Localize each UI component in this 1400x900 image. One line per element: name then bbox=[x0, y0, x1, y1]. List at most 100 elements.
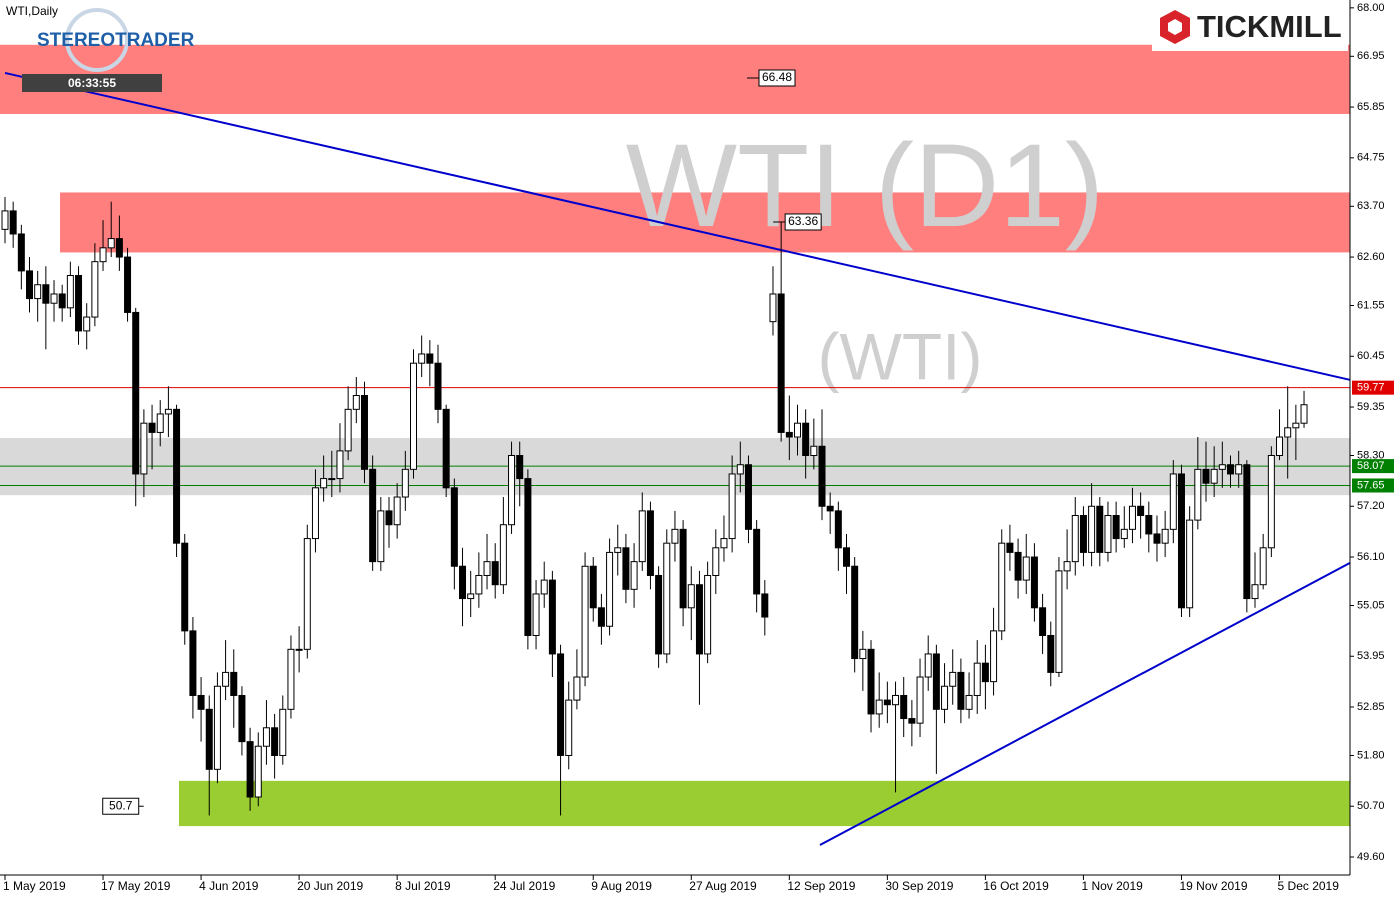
candle-body-up bbox=[344, 408, 352, 452]
candle-body-down bbox=[777, 293, 785, 433]
candle-body-up bbox=[614, 547, 622, 553]
candle-body-up bbox=[418, 353, 426, 364]
zone bbox=[0, 44, 1350, 114]
candle-body-down bbox=[115, 238, 123, 258]
y-tick-label: 58.30 bbox=[1357, 449, 1385, 461]
x-tick-label: 1 May 2019 bbox=[3, 879, 66, 893]
candle-body-up bbox=[66, 275, 74, 309]
candle-body-down bbox=[360, 395, 368, 470]
y-tick-label: 52.85 bbox=[1357, 701, 1385, 713]
candle-body-down bbox=[753, 528, 761, 595]
candle-body-up bbox=[50, 293, 58, 304]
candle-body-down bbox=[369, 468, 377, 563]
candle-body-down bbox=[785, 431, 793, 438]
candle-body-up bbox=[1088, 505, 1096, 553]
annotation-box bbox=[784, 213, 822, 231]
level-label-box bbox=[1352, 380, 1394, 395]
candle-body-down bbox=[148, 422, 156, 433]
candle-body-up bbox=[687, 584, 695, 609]
level-label-box bbox=[1352, 478, 1394, 493]
x-tick-label: 19 Nov 2019 bbox=[1179, 879, 1247, 893]
candle-body-down bbox=[981, 662, 989, 683]
y-tick-label: 56.10 bbox=[1357, 551, 1385, 563]
candle-body-up bbox=[941, 685, 949, 710]
candle-body-down bbox=[1177, 473, 1185, 609]
x-tick-label: 27 Aug 2019 bbox=[689, 879, 757, 893]
candle-body-down bbox=[1243, 464, 1251, 600]
candle-body-down bbox=[589, 565, 597, 609]
candle-body-up bbox=[499, 524, 507, 586]
zone bbox=[179, 780, 1350, 827]
candle-body-down bbox=[181, 542, 189, 632]
candle-body-up bbox=[34, 284, 42, 300]
candle-body-down bbox=[957, 671, 965, 710]
y-tick-label: 61.55 bbox=[1357, 299, 1385, 311]
candle-body-up bbox=[1284, 427, 1292, 438]
candle-body-up bbox=[1169, 473, 1177, 530]
candle-body-up bbox=[336, 450, 344, 480]
brand-tickmill: TICKMILL bbox=[1197, 9, 1342, 44]
candle-body-up bbox=[565, 699, 573, 756]
candle-body-down bbox=[1202, 468, 1210, 484]
candle-body-down bbox=[75, 275, 83, 332]
zone bbox=[60, 192, 1350, 253]
candle-body-down bbox=[189, 630, 197, 696]
candle-body-up bbox=[83, 316, 91, 332]
candle-body-down bbox=[491, 561, 499, 586]
candle-body-down bbox=[26, 270, 34, 300]
candle-body-down bbox=[622, 547, 630, 590]
annotation-label: 63.36 bbox=[788, 214, 818, 228]
candle-body-up bbox=[508, 454, 516, 526]
candle-body-down bbox=[597, 607, 605, 627]
candle-body-up bbox=[1120, 528, 1128, 540]
timer-box bbox=[22, 74, 162, 92]
candle-body-up bbox=[1063, 561, 1071, 572]
level-label: 57.65 bbox=[1357, 479, 1385, 491]
candle-body-up bbox=[916, 676, 924, 724]
candle-body-up bbox=[1259, 547, 1267, 586]
candle-body-up bbox=[287, 648, 295, 710]
annotation-box bbox=[102, 797, 140, 815]
candle-body-down bbox=[883, 699, 891, 706]
candle-body-up bbox=[1128, 505, 1136, 530]
candle-body-up bbox=[875, 699, 883, 715]
candle-body-up bbox=[222, 671, 230, 687]
candle-body-down bbox=[516, 454, 524, 480]
y-tick-label: 64.75 bbox=[1357, 152, 1385, 164]
y-tick-label: 63.70 bbox=[1357, 200, 1385, 212]
candle-body-up bbox=[892, 694, 900, 706]
y-tick-label: 60.45 bbox=[1357, 350, 1385, 362]
candle-body-up bbox=[793, 422, 801, 438]
candle-body-up bbox=[810, 445, 818, 456]
candle-body-up bbox=[107, 238, 115, 249]
candle-body-up bbox=[1251, 584, 1259, 600]
trendline bbox=[4, 71, 1351, 381]
candle-body-down bbox=[1227, 464, 1234, 475]
candle-body-up bbox=[213, 685, 221, 770]
candle-body-down bbox=[132, 311, 140, 475]
candle-body-up bbox=[401, 468, 409, 498]
candle-body-down bbox=[1137, 505, 1145, 516]
zones bbox=[0, 44, 1350, 827]
candle-body-down bbox=[385, 510, 393, 526]
candle-body-up bbox=[140, 422, 148, 475]
candle-body-up bbox=[1267, 454, 1275, 549]
candle-body-down bbox=[932, 653, 940, 710]
candle-body-up bbox=[1292, 422, 1300, 429]
candle-body-up bbox=[475, 574, 483, 595]
candle-body-up bbox=[156, 413, 164, 433]
candle-body-up bbox=[769, 293, 777, 323]
candle-body-down bbox=[818, 445, 826, 507]
x-tick-label: 17 May 2019 bbox=[101, 879, 171, 893]
candle-body-down bbox=[246, 741, 254, 798]
candle-body-up bbox=[328, 478, 336, 481]
candle-body-up bbox=[320, 478, 328, 489]
candle-body-down bbox=[1006, 542, 1014, 553]
candle-body-down bbox=[1153, 533, 1161, 544]
candle-body-down bbox=[1096, 505, 1104, 553]
annotation-label: 50.7 bbox=[109, 798, 133, 812]
candle-body-up bbox=[1022, 556, 1030, 581]
candle-body-down bbox=[459, 565, 467, 600]
x-tick-label: 12 Sep 2019 bbox=[787, 879, 855, 893]
